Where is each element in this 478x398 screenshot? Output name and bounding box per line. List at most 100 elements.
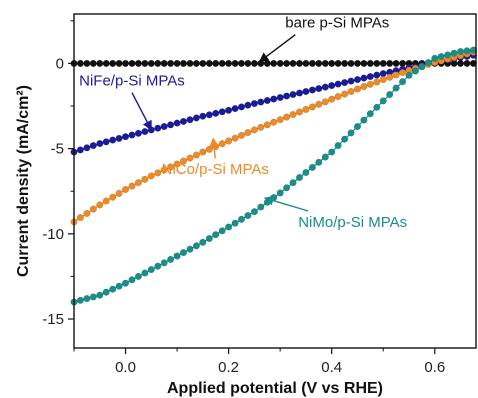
data-point (386, 90, 394, 99)
data-point (192, 151, 200, 159)
data-point (437, 53, 445, 61)
data-point (134, 59, 142, 67)
x-tick-label: 0.2 (218, 359, 239, 376)
data-point (96, 291, 104, 299)
data-point (76, 59, 84, 67)
annotation-label: NiMo/p-Si MPAs (298, 214, 407, 231)
data-point (173, 252, 181, 260)
data-point (295, 59, 304, 67)
data-point (263, 121, 271, 129)
annotation-layer: bare p-Si MPAs NiFe/p-Si MPAs NiCo/p-Si MP… (79, 15, 407, 231)
data-point (147, 126, 155, 134)
series-layer (70, 46, 477, 306)
data-point (179, 249, 188, 257)
data-point (341, 135, 349, 143)
data-point (379, 97, 387, 105)
data-point (270, 95, 278, 103)
data-point (302, 59, 310, 67)
data-point (128, 59, 136, 67)
data-point (83, 295, 91, 303)
annotation-label: bare p-Si MPAs (285, 15, 389, 32)
data-point (173, 59, 181, 67)
data-point (295, 174, 304, 182)
data-point (360, 74, 368, 82)
data-point (89, 205, 97, 213)
data-point (250, 99, 258, 108)
data-point (379, 70, 387, 78)
data-point (89, 293, 97, 301)
data-point (102, 138, 110, 146)
data-point (308, 86, 316, 94)
data-point (341, 79, 349, 87)
data-point (321, 153, 329, 161)
data-point (199, 148, 207, 156)
data-point (186, 59, 194, 67)
data-point (257, 203, 265, 211)
data-point (244, 211, 252, 220)
data-point (121, 279, 130, 287)
data-point (302, 168, 310, 177)
data-point (270, 118, 278, 126)
data-point (379, 76, 387, 84)
data-point (257, 98, 265, 106)
x-axis-title: Applied potential (V vs RHE) (167, 380, 383, 397)
data-point (257, 123, 265, 131)
data-point (263, 59, 271, 67)
data-point (456, 59, 465, 67)
data-point (334, 142, 342, 150)
data-point (469, 46, 477, 54)
data-point (366, 80, 374, 88)
data-point (134, 129, 142, 137)
data-point (121, 133, 130, 141)
data-point (250, 126, 258, 134)
data-point (321, 98, 329, 106)
data-point (179, 59, 188, 67)
data-point (109, 285, 117, 293)
data-point (186, 116, 194, 124)
data-point (173, 160, 181, 168)
data-point (83, 59, 91, 67)
axis-layer: 0.0 0.2 0.4 0.6 0 -5 -10 -15 (42, 20, 445, 376)
data-point (244, 101, 252, 109)
data-point (160, 122, 168, 131)
data-point (328, 95, 336, 103)
data-point (341, 90, 349, 98)
data-point (315, 59, 323, 67)
data-point (212, 109, 220, 117)
data-point (276, 189, 284, 197)
data-point (76, 146, 84, 154)
data-point (205, 59, 213, 67)
data-point (456, 47, 465, 56)
data-point (295, 89, 304, 97)
data-point (276, 116, 284, 124)
data-point (321, 59, 329, 67)
data-point (186, 154, 194, 162)
data-point (334, 59, 342, 67)
data-point (121, 59, 130, 67)
data-point (167, 121, 175, 129)
data-point (289, 59, 297, 67)
data-point (212, 59, 220, 67)
data-point (237, 131, 246, 139)
data-point (379, 59, 387, 67)
data-point (89, 142, 97, 150)
data-point (192, 242, 200, 250)
data-point (109, 59, 117, 67)
data-point (76, 296, 84, 304)
data-point (244, 129, 252, 137)
data-point (276, 93, 284, 102)
annotation-label: NiFe/p-Si MPAs (79, 73, 185, 90)
data-point (315, 158, 323, 166)
data-point (392, 59, 400, 67)
data-point (411, 67, 419, 75)
data-point (83, 144, 91, 152)
annotation-arrow (131, 92, 152, 131)
data-point (373, 103, 381, 111)
y-tick-label: 0 (56, 55, 64, 72)
data-point (102, 59, 110, 67)
data-point (308, 103, 316, 111)
data-point (102, 288, 110, 296)
data-point (250, 208, 258, 216)
data-point (147, 266, 155, 274)
